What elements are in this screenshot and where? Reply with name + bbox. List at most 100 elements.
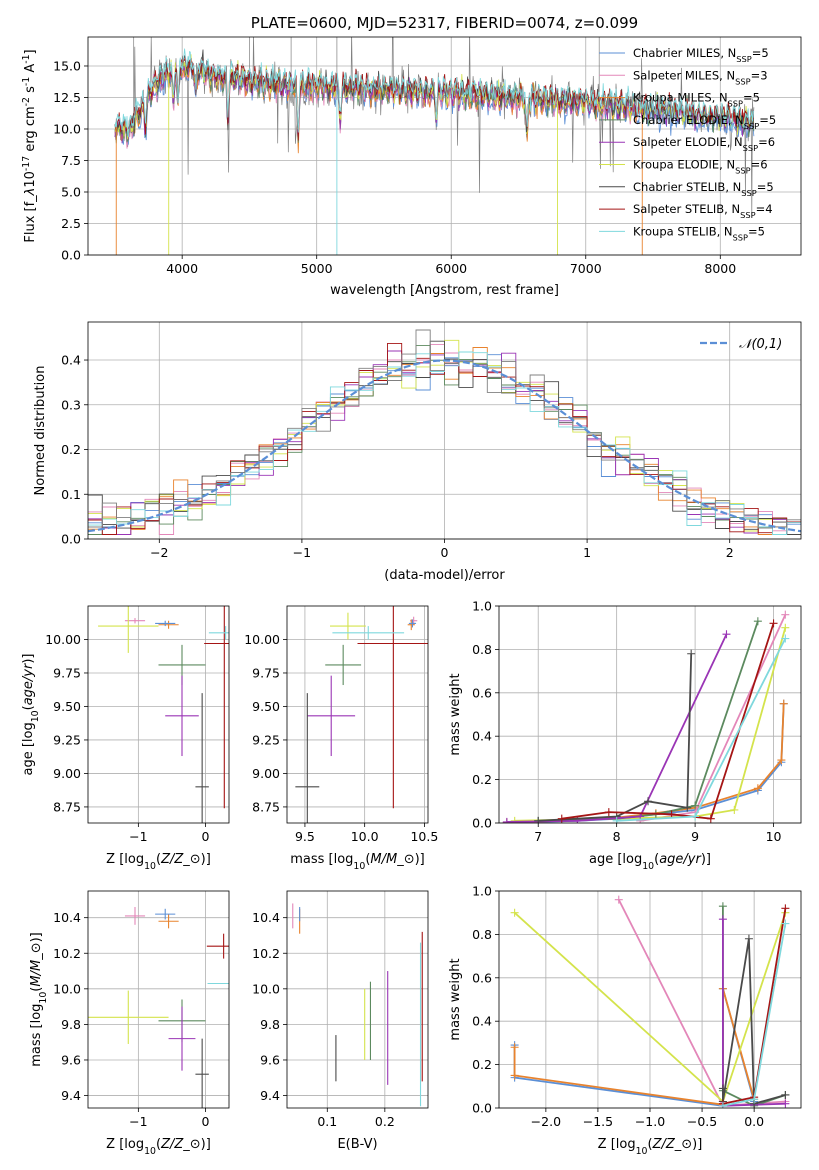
plot-area — [88, 907, 229, 1108]
plot-area — [510, 895, 790, 1108]
y-tick-label: 8.75 — [252, 799, 280, 814]
weight-series-line — [640, 614, 787, 822]
grid — [88, 606, 229, 823]
y-tick-label: 12.5 — [53, 90, 81, 105]
gaussian-curve — [88, 359, 801, 533]
weight-point-marker — [534, 816, 543, 823]
y-tick-label: 9.50 — [252, 699, 280, 714]
errorbar-point — [195, 693, 209, 823]
y-tick-label: 7.5 — [61, 153, 81, 168]
grid — [88, 891, 229, 1108]
x-tick-label: −0.5 — [687, 1114, 717, 1129]
axes-frame — [87, 36, 802, 256]
x-axis-label: wavelength [Angstrom, rest frame] — [330, 283, 559, 298]
weight-point-marker — [777, 756, 786, 765]
y-tick-label: 10.0 — [53, 981, 81, 996]
legend-entry: Kroupa STELIB, NSSP=5 — [633, 224, 765, 242]
weight-point-marker — [510, 816, 519, 823]
x-tick-label: 9 — [691, 829, 699, 844]
weight-point-marker — [502, 817, 511, 823]
x-axis-label: (data-model)/error — [384, 568, 505, 583]
legend-entry: Chabrier ELODIE, NSSP=5 — [633, 113, 776, 131]
weight-point-marker — [781, 904, 790, 913]
x-axis-label: Z [log10(Z/Z_⊙)] — [598, 1137, 703, 1157]
errorbar-point — [98, 606, 159, 653]
legend-entry: Kroupa ELODIE, NSSP=6 — [633, 158, 768, 176]
axes-frame — [87, 890, 230, 1109]
legend-entry: Salpeter STELIB, NSSP=4 — [633, 202, 773, 220]
weight-point-marker — [744, 934, 753, 943]
y-axis-label: Normed distribution — [33, 366, 48, 496]
errorbar-point — [165, 675, 199, 757]
x-axis-label: Z [log10(Z/Z_⊙)] — [106, 852, 211, 872]
axes-frame — [286, 605, 429, 824]
y-tick-label: 9.50 — [53, 699, 81, 714]
y-tick-label: 0.8 — [472, 927, 492, 942]
plot-weight-vs-Z: −2.0 −1.5 −1.0 −0.5 0.0 0.0 0.2 0.4 0.6 0.8 1.0 Z [… — [448, 884, 802, 1157]
x-tick-label: 0.0 — [744, 1114, 764, 1129]
weight-point-marker — [557, 814, 566, 823]
x-tick-label: 9.5 — [295, 829, 315, 844]
weight-point-marker — [781, 1099, 790, 1108]
plot-area — [98, 606, 229, 823]
x-tick-label: 6000 — [435, 261, 467, 276]
weight-point-marker — [753, 617, 762, 626]
y-tick-label: 0.0 — [61, 532, 81, 547]
weight-point-marker — [510, 1071, 519, 1080]
x-axis-label: Z [log10(Z/Z_⊙)] — [106, 1137, 211, 1157]
axes-frame — [286, 890, 429, 1109]
errorbar-point — [88, 990, 169, 1044]
weight-point-marker — [604, 808, 613, 817]
y-tick-label: 9.00 — [53, 766, 81, 781]
weight-point-marker — [687, 649, 696, 658]
x-tick-label: −1.0 — [635, 1114, 665, 1129]
errorbar-point — [307, 675, 356, 757]
weight-point-marker — [644, 797, 653, 806]
legend: Chabrier MILES, NSSP=5 Salpeter MILES, NS… — [599, 46, 776, 242]
weight-point-marker — [781, 610, 790, 619]
y-tick-label: 0.4 — [61, 353, 81, 368]
x-tick-label: 7 — [534, 829, 542, 844]
errorbar-point — [155, 908, 176, 920]
errorbar-point — [124, 907, 146, 925]
legend-entry: 𝒩(0,1) — [739, 337, 782, 352]
y-axis-label: mass weight — [448, 958, 463, 1040]
plot-age-vs-Z: −1 0 8.75 9.00 9.25 9.50 9.75 10.00 Z [log10(Z/Z… — [21, 605, 230, 872]
y-tick-label: 9.00 — [252, 766, 280, 781]
errorbar-point — [168, 1006, 196, 1071]
x-axis-label: age [log10(age/yr)] — [589, 852, 711, 872]
weight-point-marker — [683, 803, 692, 812]
x-tick-label: 4000 — [166, 261, 198, 276]
weight-point-marker — [510, 1043, 519, 1052]
x-tick-label: −2.0 — [531, 1114, 561, 1129]
y-tick-label: 9.4 — [260, 1088, 280, 1103]
y-axis-label: mass weight — [448, 673, 463, 755]
x-tick-label: 1 — [583, 545, 591, 560]
y-tick-label: 9.6 — [61, 1052, 81, 1067]
y-tick-label: 10.0 — [53, 121, 81, 136]
weight-point-marker — [781, 623, 790, 632]
y-axis-label: Flux [f_λ10-17 erg cm-2 s-1 A-1] — [21, 49, 39, 242]
axes-frame — [87, 605, 230, 824]
y-tick-label: 1.0 — [472, 599, 492, 614]
y-tick-label: 0.6 — [472, 685, 492, 700]
x-tick-label: 0.1 — [317, 1114, 337, 1129]
x-tick-label: 8000 — [704, 261, 736, 276]
plot-area — [292, 903, 423, 1107]
x-axis-label: E(B-V) — [337, 1137, 377, 1152]
legend-entry: Chabrier STELIB, NSSP=5 — [633, 180, 774, 198]
plot-mass-vs-Z: −1 0 9.4 9.6 9.8 10.0 10.2 10.4 Z [log10(Z/Z_⊙)]… — [29, 890, 230, 1157]
weight-series-line — [513, 988, 755, 1107]
x-axis-label: mass [log10(M/M_⊙)] — [290, 852, 425, 872]
weight-point-marker — [730, 805, 739, 814]
errorbar-point — [332, 626, 405, 640]
weight-point-marker — [691, 801, 700, 810]
grid — [287, 606, 428, 823]
errorbar-point — [195, 1038, 209, 1108]
y-tick-label: 0.6 — [472, 970, 492, 985]
y-tick-label: 15.0 — [53, 58, 81, 73]
y-tick-label: 9.75 — [53, 665, 81, 680]
x-tick-label: 0 — [202, 1114, 210, 1129]
y-tick-label: 9.25 — [53, 732, 81, 747]
